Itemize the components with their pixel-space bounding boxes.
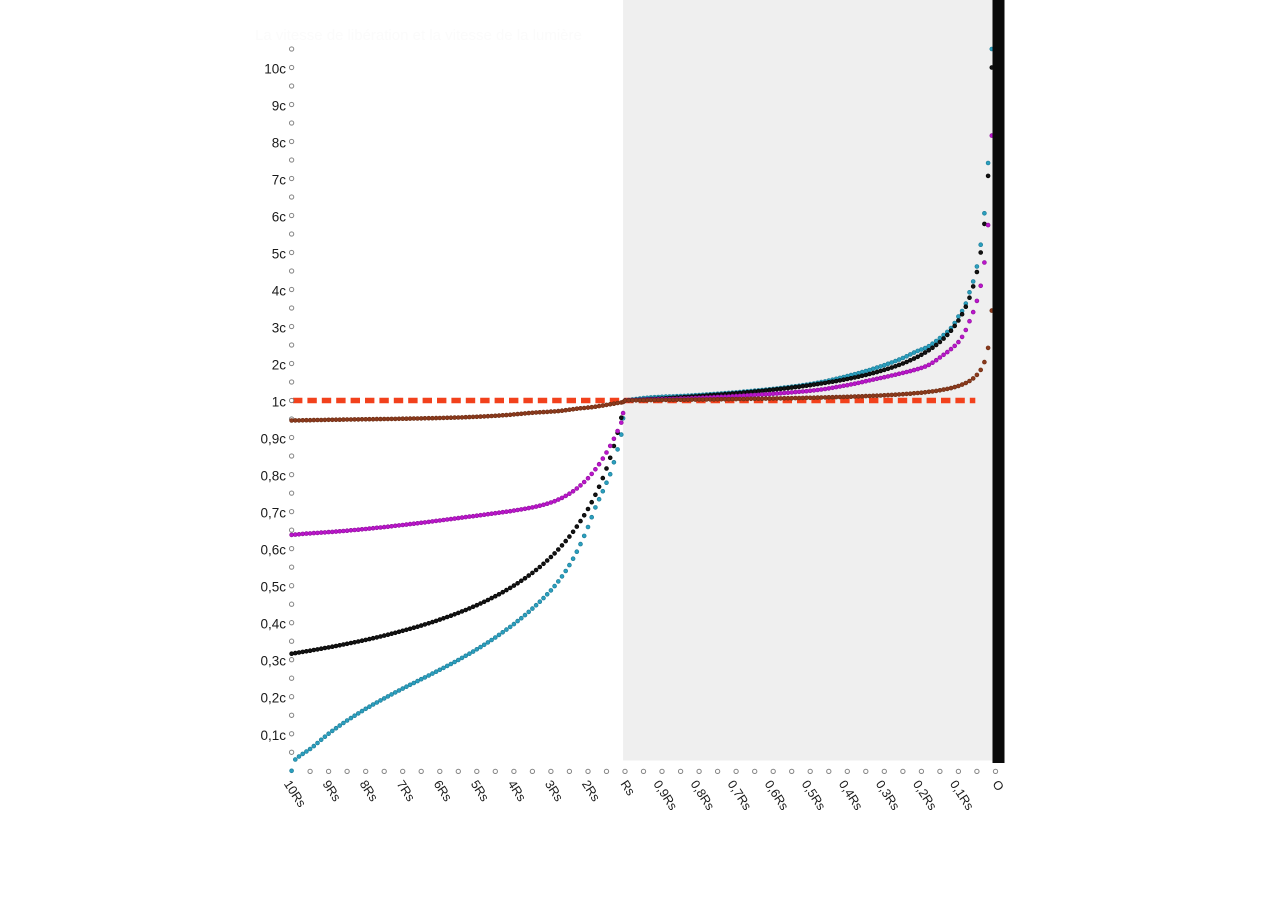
svg-text:0,9Rs: 0,9Rs bbox=[651, 778, 681, 813]
svg-text:3c: 3c bbox=[272, 321, 287, 336]
svg-text:3Rs: 3Rs bbox=[542, 778, 566, 804]
svg-text:0,3c: 0,3c bbox=[260, 654, 286, 669]
svg-text:4Rs: 4Rs bbox=[505, 778, 529, 804]
svg-text:1c: 1c bbox=[272, 395, 287, 410]
svg-text:8c: 8c bbox=[272, 136, 287, 151]
svg-text:Rs: Rs bbox=[618, 778, 638, 798]
svg-text:4c: 4c bbox=[272, 284, 287, 299]
svg-text:6c: 6c bbox=[272, 210, 287, 225]
svg-text:8Rs: 8Rs bbox=[357, 778, 381, 804]
svg-text:9Rs: 9Rs bbox=[320, 778, 344, 804]
svg-text:O: O bbox=[989, 778, 1006, 794]
svg-text:0,6c: 0,6c bbox=[260, 543, 286, 558]
svg-text:6Rs: 6Rs bbox=[431, 778, 455, 804]
svg-text:5Rs: 5Rs bbox=[468, 778, 492, 804]
svg-text:0,4c: 0,4c bbox=[260, 617, 286, 632]
svg-text:La vitesse de libération et la: La vitesse de libération et la vitesse d… bbox=[255, 27, 582, 44]
svg-text:0,8Rs: 0,8Rs bbox=[688, 778, 718, 813]
svg-text:0,7Rs: 0,7Rs bbox=[725, 778, 755, 813]
svg-text:0,9c: 0,9c bbox=[260, 432, 286, 447]
svg-text:0,5c: 0,5c bbox=[260, 580, 286, 595]
svg-text:5c: 5c bbox=[272, 247, 287, 262]
svg-text:0,4Rs: 0,4Rs bbox=[836, 778, 866, 813]
svg-text:0,6Rs: 0,6Rs bbox=[762, 778, 792, 813]
svg-text:0,8c: 0,8c bbox=[260, 469, 286, 484]
svg-text:7Rs: 7Rs bbox=[394, 778, 418, 804]
svg-text:0,1Rs: 0,1Rs bbox=[947, 778, 977, 813]
svg-text:7c: 7c bbox=[272, 173, 287, 188]
svg-text:2c: 2c bbox=[272, 358, 287, 373]
svg-text:10c: 10c bbox=[264, 62, 286, 77]
svg-text:0,7c: 0,7c bbox=[260, 506, 286, 521]
svg-text:0,3Rs: 0,3Rs bbox=[873, 778, 903, 813]
svg-text:2Rs: 2Rs bbox=[579, 778, 603, 804]
svg-text:0,2Rs: 0,2Rs bbox=[910, 778, 940, 813]
svg-text:10Rs: 10Rs bbox=[281, 778, 309, 810]
svg-text:0,2c: 0,2c bbox=[260, 691, 286, 706]
svg-text:0,1c: 0,1c bbox=[260, 728, 286, 743]
svg-text:9c: 9c bbox=[272, 99, 287, 114]
svg-text:0,5Rs: 0,5Rs bbox=[799, 778, 829, 813]
